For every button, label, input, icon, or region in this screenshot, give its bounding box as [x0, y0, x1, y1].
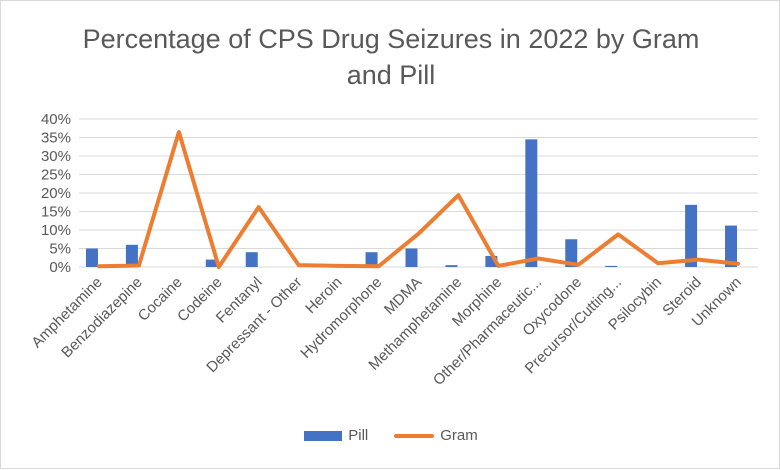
legend: Pill Gram [1, 427, 780, 444]
chart-title-line-2: and Pill [346, 60, 436, 90]
bar-pill-13 [605, 265, 618, 267]
legend-item-pill: Pill [304, 427, 368, 444]
bar-pill-10 [485, 255, 498, 267]
line-gram [97, 130, 740, 269]
y-tick-label: 0% [49, 259, 71, 276]
chart-title-line-1: Percentage of CPS Drug Seizures in 2022 … [82, 24, 700, 54]
y-tick-label: 10% [41, 222, 71, 239]
bar-pill-9 [445, 265, 458, 267]
bar-pill-12 [565, 239, 578, 267]
bar-pill-3 [205, 259, 218, 267]
y-tick-label: 15% [41, 204, 71, 221]
y-tick-label: 20% [41, 185, 71, 202]
bar-pill-15 [685, 204, 698, 267]
bar-pill-11 [525, 139, 538, 267]
y-tick-label: 30% [41, 148, 71, 165]
bar-pill-1 [125, 244, 138, 267]
y-tick-label: 35% [41, 130, 71, 147]
legend-swatch-gram [394, 433, 435, 438]
y-tick-label: 25% [41, 167, 71, 184]
legend-label-gram: Gram [440, 427, 478, 444]
y-tick-label: 5% [49, 241, 71, 258]
bar-pill-0 [85, 248, 98, 267]
legend-item-gram: Gram [394, 427, 478, 444]
bar-pill-4 [245, 252, 258, 267]
legend-label-pill: Pill [348, 427, 369, 444]
bar-pill-7 [365, 252, 378, 267]
bar-pill-8 [405, 248, 418, 267]
chart-title: Percentage of CPS Drug Seizures in 2022 … [61, 21, 721, 93]
y-tick-label: 40% [41, 111, 71, 128]
legend-swatch-pill [304, 430, 343, 441]
bar-pill-16 [725, 225, 738, 267]
